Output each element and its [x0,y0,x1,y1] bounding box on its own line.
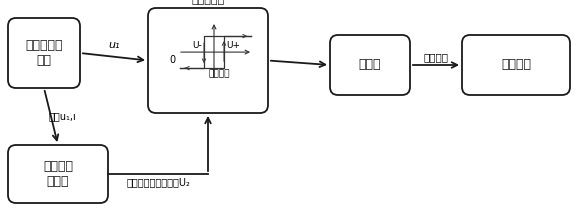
Text: 迟滞比较器: 迟滞比较器 [191,0,225,5]
Text: 采集u₁,ı: 采集u₁,ı [49,111,77,121]
Text: U+: U+ [226,41,240,50]
Text: 0: 0 [170,55,176,65]
Text: 门极信号: 门极信号 [424,52,449,62]
Text: 升压电路: 升压电路 [501,59,531,71]
Text: 数字信号
处理器: 数字信号 处理器 [43,160,73,188]
Text: U-: U- [192,41,202,50]
FancyBboxPatch shape [330,35,410,95]
Text: 传输特性: 传输特性 [208,69,230,78]
FancyBboxPatch shape [8,145,108,203]
Text: 迟滞比较器参考电压U₂: 迟滞比较器参考电压U₂ [126,177,190,187]
Text: u₁: u₁ [108,40,120,50]
FancyBboxPatch shape [8,18,80,88]
FancyBboxPatch shape [462,35,570,95]
Text: 反相器: 反相器 [359,59,381,71]
Text: 微生物燃料
电池: 微生物燃料 电池 [25,39,63,67]
FancyBboxPatch shape [148,8,268,113]
